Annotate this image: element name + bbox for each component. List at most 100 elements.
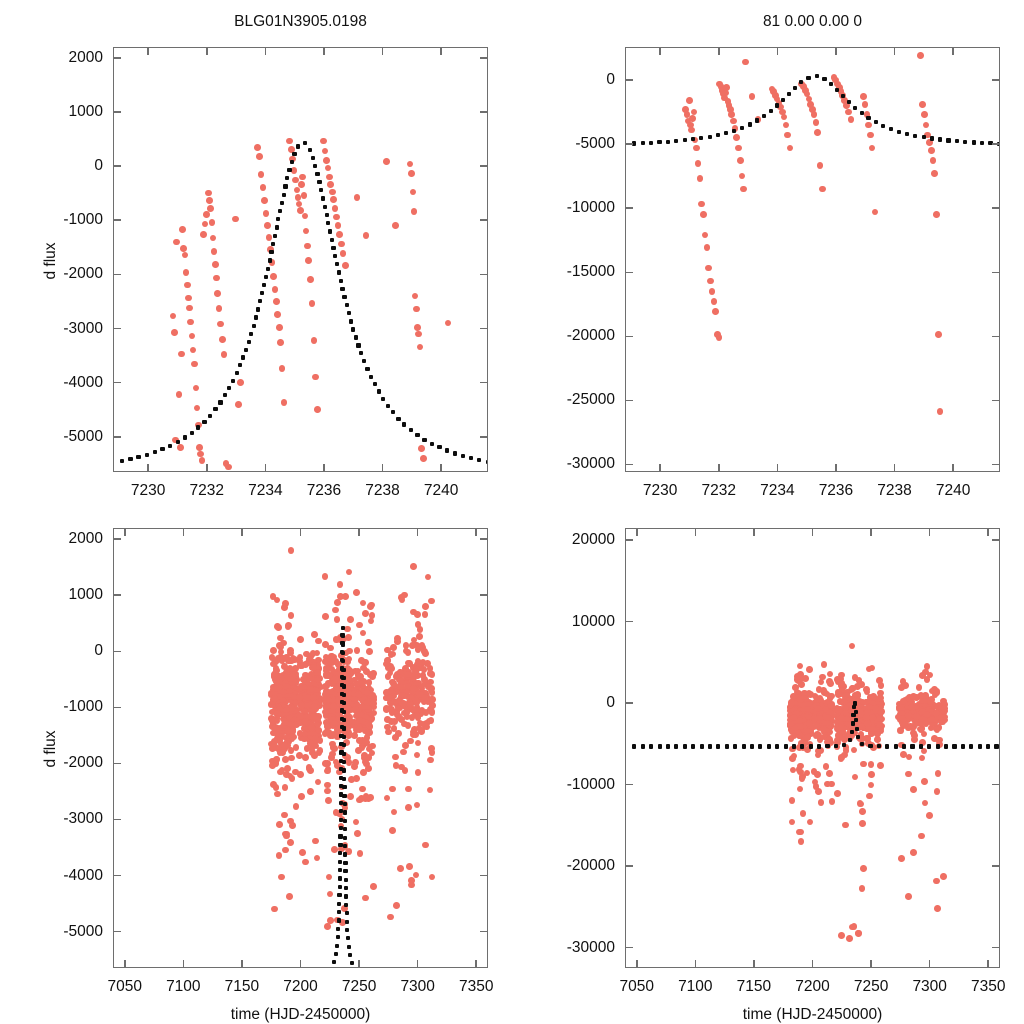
data-point: [298, 181, 305, 188]
data-point: [826, 678, 833, 686]
model-curve-dot: [343, 869, 348, 874]
data-point: [289, 822, 296, 829]
x-tick-label: 7100: [166, 978, 201, 995]
data-point: [388, 678, 396, 686]
data-point: [868, 144, 876, 152]
model-curve-dot: [341, 650, 346, 655]
data-point: [351, 690, 358, 697]
data-point: [802, 739, 809, 747]
data-point: [824, 713, 832, 721]
model-curve-dot: [258, 299, 263, 304]
data-point: [735, 144, 742, 152]
y-tick-label: -5000: [63, 922, 103, 940]
y-tick-label: -1000: [63, 211, 103, 229]
data-point: [420, 698, 428, 706]
data-point: [869, 720, 876, 727]
data-point: [828, 780, 835, 788]
data-point: [323, 781, 331, 789]
data-point: [395, 730, 402, 737]
data-point: [815, 747, 822, 755]
data-point: [428, 597, 435, 605]
data-point: [420, 455, 427, 462]
x-tick: [381, 464, 384, 472]
data-point: [323, 787, 331, 795]
model-curve-dot: [342, 768, 347, 773]
data-point: [870, 744, 878, 751]
data-point: [279, 696, 287, 704]
data-point: [344, 625, 351, 633]
data-point: [820, 726, 827, 733]
data-point: [861, 101, 869, 108]
data-point: [259, 184, 267, 191]
model-curve-dot: [665, 139, 671, 144]
data-point: [797, 838, 805, 845]
model-curve-dot: [335, 935, 340, 940]
data-point: [940, 701, 948, 708]
data-point: [939, 718, 946, 726]
data-point: [345, 634, 352, 641]
plot-frame-top-right: [625, 47, 1000, 472]
model-curve-dot: [873, 120, 878, 125]
model-curve-dot: [339, 783, 344, 789]
data-point: [353, 710, 361, 718]
data-point: [407, 700, 414, 708]
data-point: [340, 635, 347, 643]
data-point: [838, 932, 845, 939]
model-curve-dot: [345, 936, 351, 941]
model-curve-dot: [840, 93, 846, 99]
data-point: [333, 716, 341, 723]
data-point: [700, 211, 707, 218]
x-tick: [659, 464, 661, 472]
y-tick-right: [992, 620, 1000, 623]
data-point: [412, 871, 420, 879]
x-tick: [358, 960, 360, 968]
data-point: [303, 745, 311, 752]
model-curve-dot: [243, 347, 249, 352]
x-tick-label: 7300: [912, 978, 947, 995]
x-tick-label: 7350: [459, 978, 494, 995]
data-point: [815, 685, 823, 693]
model-curve-dot: [918, 744, 923, 749]
data-point: [363, 689, 371, 696]
data-point: [333, 671, 341, 678]
data-point: [410, 563, 417, 570]
model-curve-dot: [340, 625, 345, 630]
data-point: [178, 350, 185, 358]
model-curve-dot: [344, 902, 349, 907]
data-point: [332, 658, 340, 665]
data-point: [816, 694, 824, 702]
data-point: [422, 841, 429, 849]
data-point: [814, 788, 822, 796]
data-point: [270, 273, 277, 280]
data-point: [267, 246, 274, 253]
data-point: [189, 346, 197, 354]
model-curve-dot: [336, 926, 341, 931]
data-point: [301, 212, 309, 220]
panel-top-right: 81 0.00 0.00 0 0 -5000 -10000 -15000 -20000 -…: [567, 13, 1000, 499]
data-point: [283, 832, 290, 840]
data-point: [851, 729, 859, 737]
data-point: [180, 245, 188, 252]
model-curve-dot: [938, 137, 943, 142]
data-point: [718, 86, 726, 94]
data-point: [796, 662, 804, 670]
data-point: [312, 686, 320, 694]
data-point: [392, 902, 400, 909]
data-point: [277, 768, 285, 776]
data-point: [428, 873, 436, 881]
data-point: [402, 688, 410, 696]
data-point: [287, 145, 295, 153]
model-curve-dot: [344, 303, 349, 308]
data-point: [308, 300, 316, 307]
x-tick-top: [659, 47, 661, 55]
x-tick-top: [205, 47, 208, 55]
model-curve-dot: [341, 692, 346, 697]
model-curve-dot: [859, 110, 864, 116]
data-point: [688, 126, 695, 134]
model-curve-dot: [253, 315, 259, 320]
model-curve-dot: [246, 339, 251, 344]
data-point: [427, 716, 435, 724]
data-point: [415, 330, 422, 338]
y-tick-right: [480, 538, 488, 540]
data-point: [400, 748, 407, 756]
